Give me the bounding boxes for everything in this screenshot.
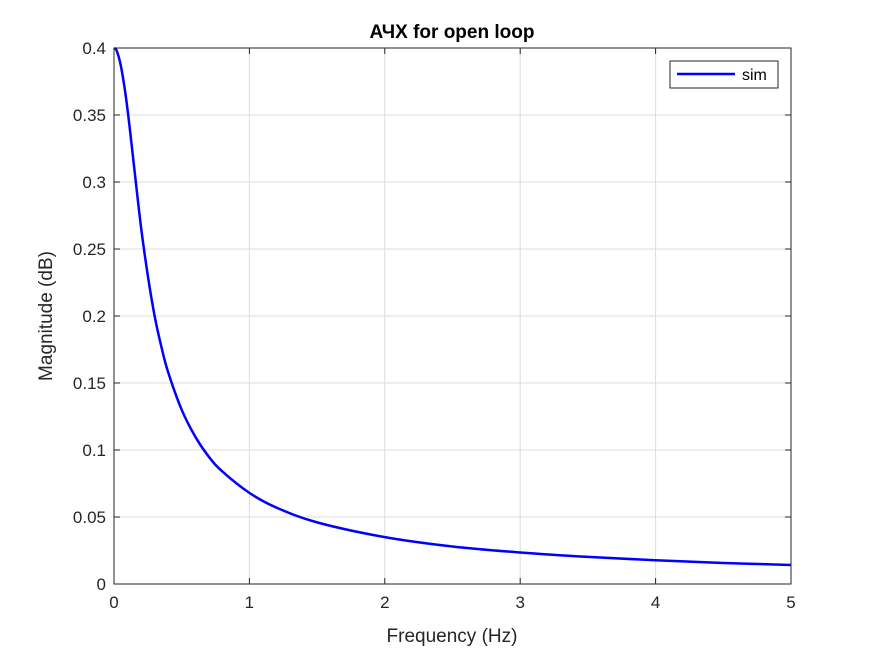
series-layer [113, 46, 792, 567]
y-tick-label: 0.35 [73, 106, 106, 125]
legend-label: sim [742, 67, 767, 84]
series-line-sim [113, 46, 792, 567]
chart-title: АЧХ for open loop [370, 22, 535, 43]
y-axis-label: Magnitude (dB) [36, 251, 57, 381]
x-tick-label: 2 [380, 593, 389, 612]
y-tick-label: 0.1 [82, 441, 106, 460]
y-tick-label: 0 [97, 575, 106, 594]
legend: sim [669, 60, 779, 89]
x-tick-label: 4 [651, 593, 660, 612]
ticks: 0 1 2 3 4 5 0 0.05 0.1 0.15 0.2 0.25 0.3 0.35 0.4 [73, 39, 796, 612]
x-tick-label: 3 [515, 593, 524, 612]
y-tick-label: 0.3 [82, 173, 106, 192]
y-tick-label: 0.2 [82, 307, 106, 326]
x-tick-label: 0 [109, 593, 118, 612]
y-tick-label: 0.15 [73, 374, 106, 393]
y-tick-label: 0.25 [73, 240, 106, 259]
y-tick-label: 0.05 [73, 508, 106, 527]
x-tick-label: 5 [786, 593, 795, 612]
x-tick-label: 1 [245, 593, 254, 612]
y-tick-label: 0.4 [82, 39, 106, 58]
x-axis-label: Frequency (Hz) [387, 626, 518, 647]
